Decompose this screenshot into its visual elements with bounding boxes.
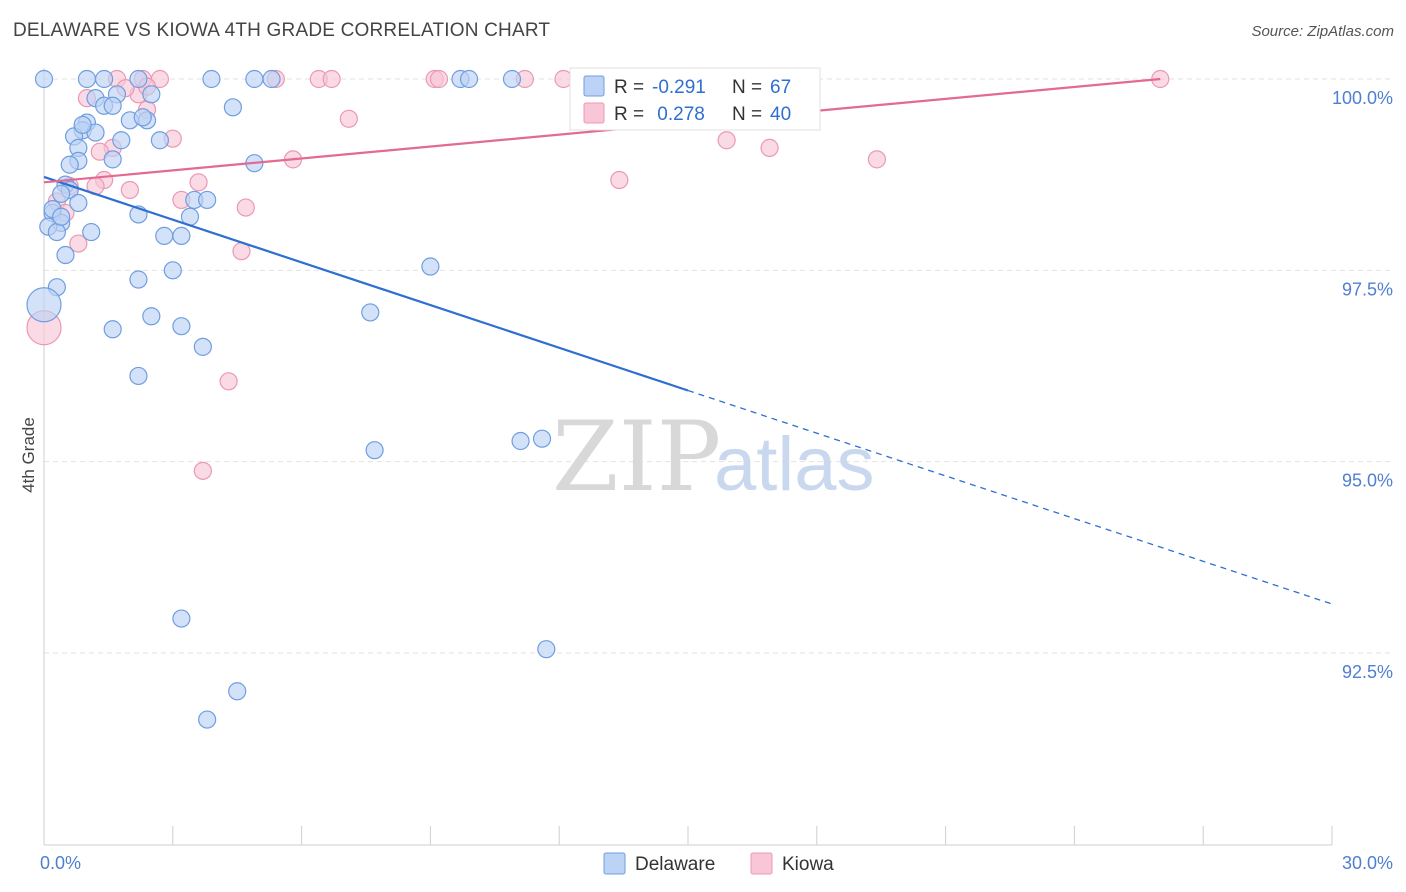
delaware-point-54 bbox=[532, 429, 552, 448]
bottom-legend: Delaware Kiowa bbox=[603, 852, 834, 875]
kiowa-point-23 bbox=[610, 170, 629, 190]
delaware-point-9 bbox=[142, 85, 161, 104]
delaware-trend-line-dashed bbox=[687, 389, 1333, 605]
delaware-trend-line bbox=[43, 175, 689, 392]
delaware-point-65 bbox=[52, 207, 71, 226]
delaware-n-value: 67 bbox=[770, 77, 791, 98]
kiowa-point-37 bbox=[554, 69, 573, 89]
delaware-point-57 bbox=[172, 609, 191, 628]
x-ticks bbox=[172, 826, 1333, 845]
kiowa-r-value: 0.278 bbox=[652, 104, 705, 125]
delaware-point-7 bbox=[502, 69, 522, 89]
y-tick-label-2: 95.0% bbox=[1342, 471, 1393, 491]
kiowa-point-29 bbox=[236, 198, 255, 217]
delaware-point-13 bbox=[223, 98, 243, 117]
kiowa-point-13 bbox=[339, 109, 358, 128]
chart-title: DELAWARE VS KIOWA 4TH GRADE CORRELATION … bbox=[13, 20, 551, 41]
stats-legend: R = -0.291 N = 67 R = 0.278 N = 40 bbox=[569, 67, 821, 131]
kiowa-point-34 bbox=[219, 372, 238, 391]
delaware-point-30 bbox=[69, 193, 88, 213]
x-tick-label-0: 0.0% bbox=[40, 853, 81, 873]
kiowa-point-32 bbox=[69, 234, 88, 253]
delaware-point-0 bbox=[95, 69, 114, 89]
delaware-point-59 bbox=[228, 682, 247, 701]
delaware-point-42 bbox=[56, 245, 75, 265]
delaware-point-4 bbox=[262, 69, 281, 89]
delaware-point-66 bbox=[73, 115, 92, 135]
watermark-zip: ZIP bbox=[552, 401, 721, 513]
delaware-point-53 bbox=[129, 366, 148, 386]
delaware-point-49 bbox=[361, 303, 380, 322]
delaware-point-61 bbox=[34, 69, 54, 89]
delaware-r-value: -0.291 bbox=[652, 77, 706, 98]
delaware-point-6 bbox=[459, 69, 479, 89]
delaware-legend-label: Delaware bbox=[635, 854, 715, 875]
delaware-point-50 bbox=[103, 320, 122, 339]
kiowa-point-17 bbox=[760, 138, 779, 157]
kiowa-legend-swatch bbox=[750, 852, 773, 875]
delaware-point-44 bbox=[163, 261, 182, 280]
source-credit: Source: ZipAtlas.com bbox=[1251, 23, 1394, 40]
delaware-series bbox=[26, 69, 556, 729]
delaware-point-29 bbox=[52, 184, 71, 203]
kiowa-point-22 bbox=[189, 173, 208, 192]
delaware-point-60 bbox=[198, 710, 217, 729]
y-tick-label-3: 92.5% bbox=[1342, 662, 1393, 682]
watermark-atlas: atlas bbox=[714, 422, 875, 507]
stats-legend-box bbox=[569, 67, 821, 131]
kiowa-r-label: R = bbox=[614, 104, 644, 125]
delaware-point-58 bbox=[537, 640, 556, 659]
y-tick-labels: 100.0% 97.5% 95.0% 92.5% bbox=[1332, 88, 1393, 682]
x-tick-labels: 0.0% 30.0% bbox=[40, 853, 1393, 873]
delaware-r-label: R = bbox=[614, 77, 644, 98]
delaware-point-52 bbox=[193, 337, 212, 356]
delaware-point-51 bbox=[172, 317, 191, 336]
trend-lines bbox=[43, 77, 1333, 605]
y-tick-label-0: 100.0% bbox=[1332, 88, 1393, 108]
kiowa-point-5 bbox=[322, 69, 341, 89]
delaware-point-25 bbox=[60, 155, 79, 174]
delaware-point-62 bbox=[77, 69, 97, 89]
kiowa-legend-label: Kiowa bbox=[782, 854, 834, 875]
kiowa-point-35 bbox=[193, 461, 212, 480]
watermark: ZIP atlas bbox=[552, 401, 875, 513]
delaware-point-1 bbox=[129, 69, 148, 89]
delaware-point-39 bbox=[82, 222, 101, 242]
delaware-point-56 bbox=[365, 441, 384, 460]
y-tick-label-1: 97.5% bbox=[1342, 279, 1393, 299]
delaware-swatch bbox=[583, 75, 605, 97]
delaware-point-40 bbox=[155, 226, 174, 245]
delaware-point-12 bbox=[103, 96, 122, 115]
delaware-point-23 bbox=[103, 150, 122, 169]
delaware-point-3 bbox=[245, 69, 264, 89]
delaware-point-41 bbox=[172, 226, 191, 245]
kiowa-point-36 bbox=[429, 69, 449, 89]
delaware-point-38 bbox=[47, 222, 66, 242]
kiowa-point-16 bbox=[717, 131, 736, 150]
delaware-n-label: N = bbox=[732, 77, 762, 98]
delaware-point-48 bbox=[142, 307, 161, 326]
delaware-legend-swatch bbox=[603, 852, 626, 875]
kiowa-point-27 bbox=[120, 180, 139, 200]
kiowa-point-20 bbox=[867, 150, 887, 169]
delaware-point-20 bbox=[150, 131, 170, 150]
delaware-point-47 bbox=[26, 287, 62, 323]
kiowa-n-label: N = bbox=[732, 104, 762, 125]
delaware-point-32 bbox=[198, 190, 217, 210]
y-axis-label: 4th Grade bbox=[19, 417, 38, 493]
delaware-point-2 bbox=[202, 69, 221, 89]
delaware-point-45 bbox=[421, 257, 440, 276]
x-tick-label-1: 30.0% bbox=[1342, 853, 1393, 873]
kiowa-n-value: 40 bbox=[770, 104, 791, 125]
kiowa-swatch bbox=[583, 102, 605, 124]
delaware-point-55 bbox=[511, 431, 530, 451]
kiowa-trend-line bbox=[43, 77, 1161, 184]
delaware-point-64 bbox=[133, 108, 152, 127]
delaware-point-21 bbox=[112, 131, 131, 150]
delaware-point-43 bbox=[129, 270, 148, 289]
